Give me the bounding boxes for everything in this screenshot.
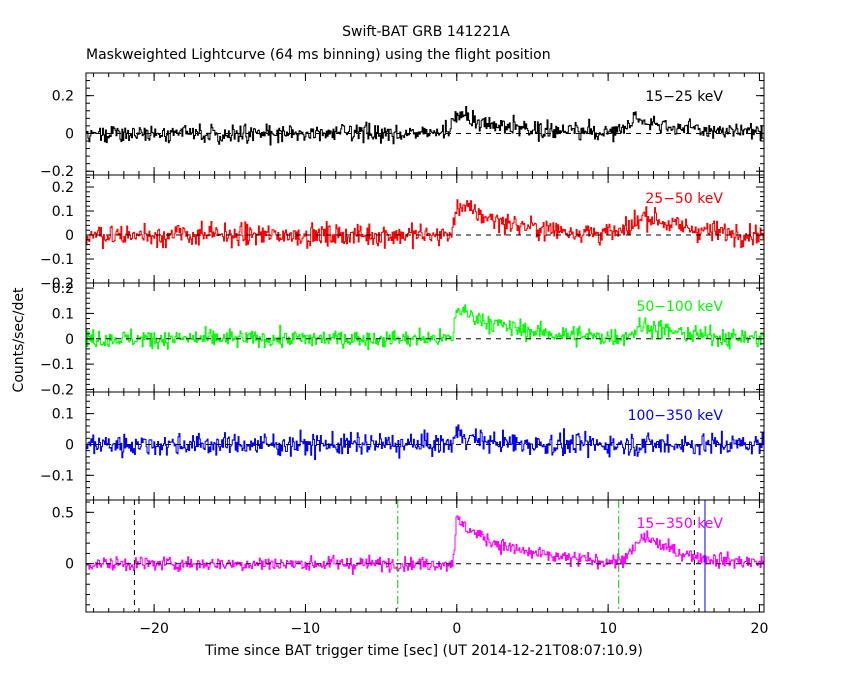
y-tick-label-2-3: 0.1 — [52, 306, 74, 322]
panel-3: −0.1 0 0.1 100−350 keV — [40, 391, 765, 501]
energy-band-label-2: 50−100 keV — [636, 299, 723, 315]
y-tick-label-2-0: −0.2 — [40, 382, 74, 398]
energy-band-label-0: 15−25 keV — [645, 89, 723, 105]
series-line-2 — [86, 304, 764, 351]
y-tick-label-0-0: −0.2 — [40, 164, 74, 180]
x-axis-label: Time since BAT trigger time [sec] (UT 20… — [204, 643, 643, 659]
x-tick-label-3: 10 — [599, 621, 617, 637]
series-line-0 — [86, 105, 764, 146]
panel-frame-4 — [85, 499, 765, 613]
y-tick-label-0-1: 0 — [65, 126, 74, 142]
y-tick-label-4-0: 0 — [65, 557, 74, 573]
y-tick-label-3-1: 0 — [65, 437, 74, 453]
y-tick-label-2-4: 0.2 — [52, 281, 74, 297]
energy-band-label-4: 15−350 keV — [636, 516, 723, 532]
energy-band-label-1: 25−50 keV — [645, 191, 723, 207]
panel-4: 0 0.5 15−350 keV — [52, 499, 765, 613]
y-tick-label-0-2: 0.2 — [52, 89, 74, 105]
panel-1: −0.2 −0.1 0 0.1 0.2 25−50 keV — [40, 174, 765, 292]
y-axis-label: Counts/sec/det — [11, 287, 27, 392]
chart-subtitle: Maskweighted Lightcurve (64 ms binning) … — [86, 47, 551, 63]
chart-title: Swift-BAT GRB 141221A — [342, 24, 510, 40]
series-line-3 — [86, 424, 764, 461]
y-tick-label-1-4: 0.2 — [52, 180, 74, 196]
y-tick-label-2-2: 0 — [65, 332, 74, 348]
y-tick-label-2-1: −0.1 — [40, 357, 74, 373]
y-tick-label-3-2: 0.1 — [52, 407, 74, 423]
x-tick-label-0: −20 — [139, 621, 169, 637]
series-line-1 — [86, 199, 764, 250]
y-tick-label-4-1: 0.5 — [52, 505, 74, 521]
x-tick-label-2: 0 — [452, 621, 461, 637]
panels-group: −0.2 0 0.2 15−25 keV −0.2 −0.1 0 0.1 0.2 25−50 ke… — [40, 72, 765, 613]
y-tick-label-3-0: −0.1 — [40, 468, 74, 484]
x-axis: −20 −10 0 10 20 — [139, 621, 768, 637]
y-tick-label-1-1: −0.1 — [40, 252, 74, 268]
energy-band-label-3: 100−350 keV — [628, 408, 724, 424]
y-tick-label-1-0: −0.2 — [40, 276, 74, 292]
x-tick-label-4: 20 — [751, 621, 769, 637]
panel-2: −0.2 −0.1 0 0.1 0.2 50−100 keV — [40, 281, 765, 398]
y-tick-label-1-3: 0.1 — [52, 204, 74, 220]
series-line-4 — [86, 515, 764, 575]
x-tick-label-1: −10 — [291, 621, 321, 637]
panel-0: −0.2 0 0.2 15−25 keV — [40, 72, 765, 180]
y-tick-label-1-2: 0 — [65, 228, 74, 244]
